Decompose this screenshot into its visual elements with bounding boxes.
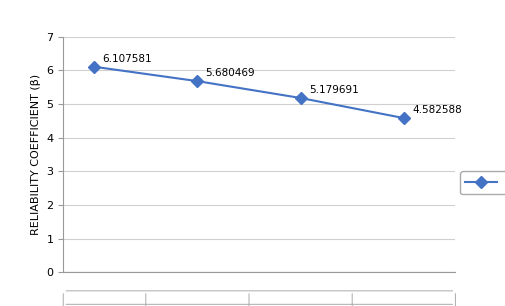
Legend: β: β <box>460 171 505 194</box>
β <box>194 79 200 83</box>
Line: β: β <box>90 63 407 122</box>
Y-axis label: RELIABILITY COEFFICIENT (β): RELIABILITY COEFFICIENT (β) <box>31 74 41 235</box>
Text: 5.179691: 5.179691 <box>308 85 358 95</box>
Text: 5.680469: 5.680469 <box>205 69 255 78</box>
Text: 6.107581: 6.107581 <box>103 54 152 64</box>
β <box>91 65 97 69</box>
β <box>400 116 406 120</box>
β <box>297 96 303 100</box>
Text: 4.582588: 4.582588 <box>411 105 461 115</box>
